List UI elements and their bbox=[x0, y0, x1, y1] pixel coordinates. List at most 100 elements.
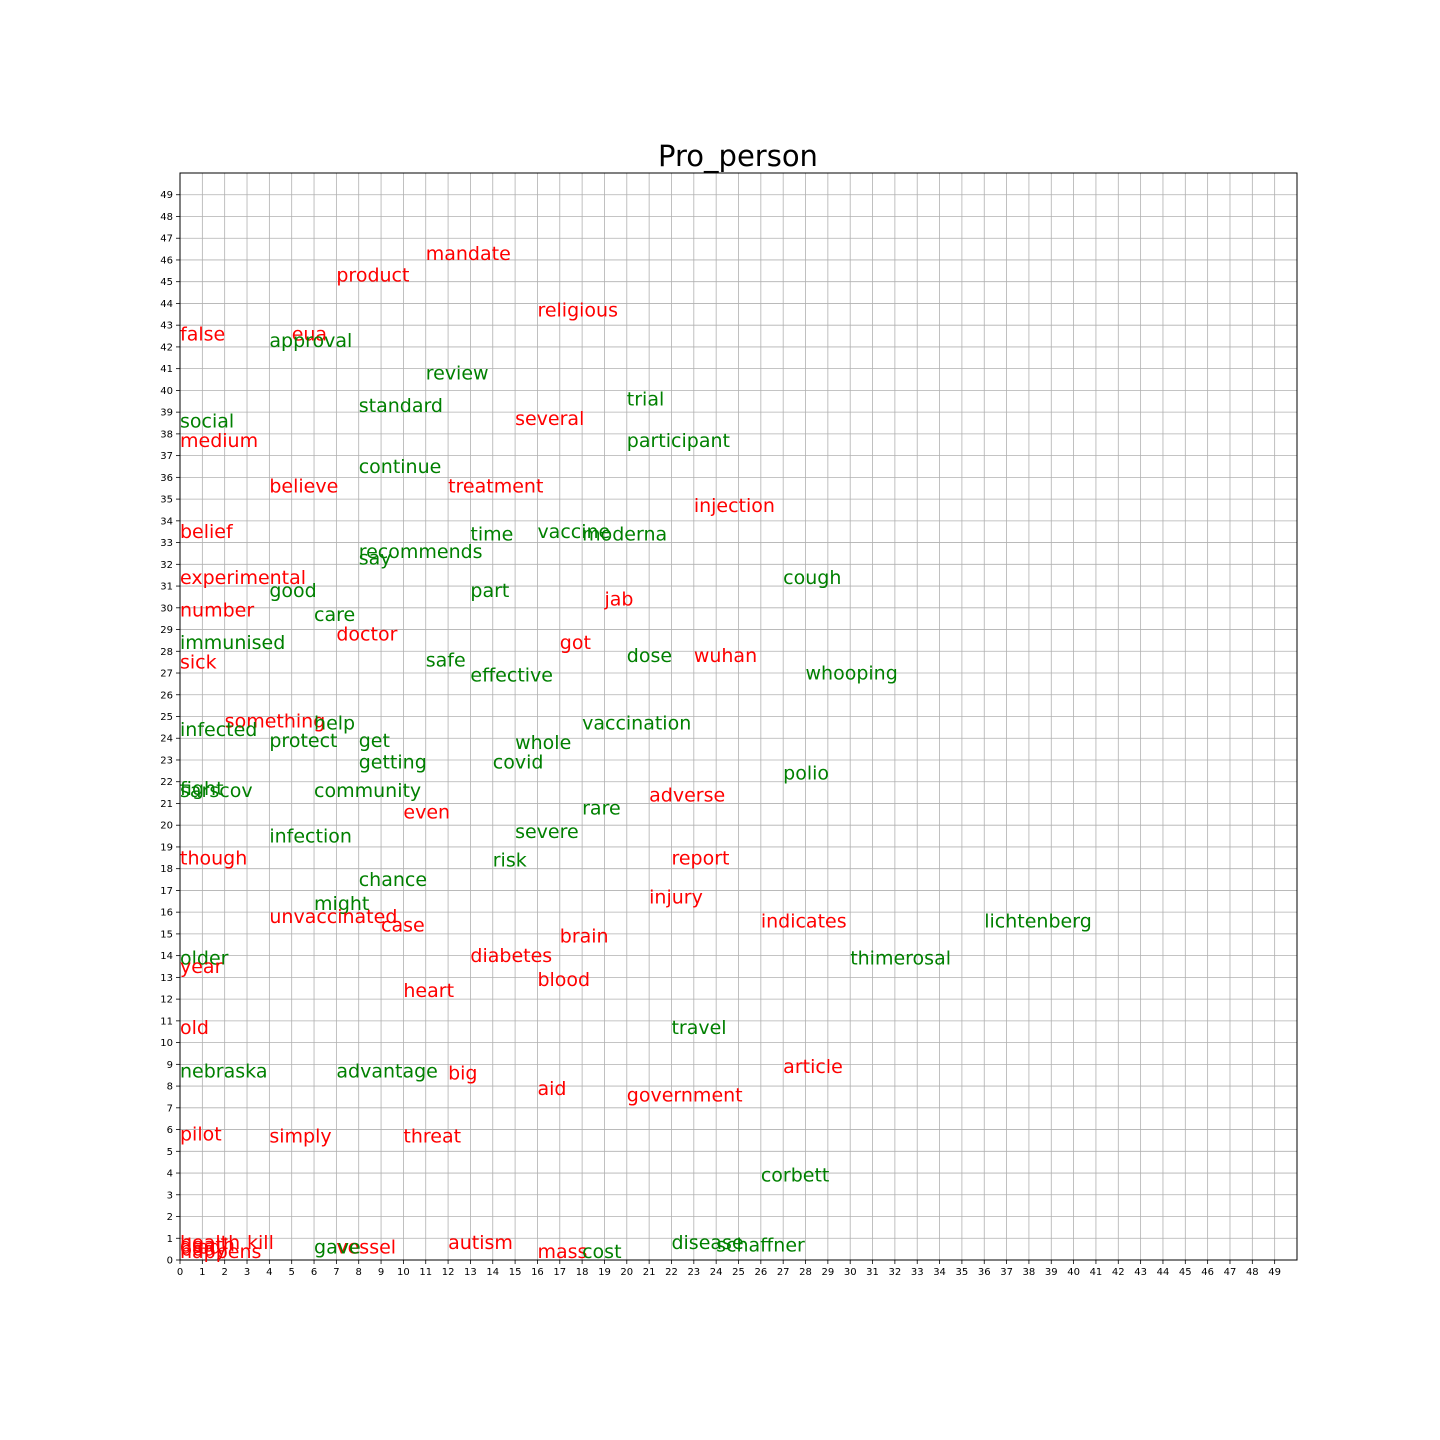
y-tick-label: 15 bbox=[160, 929, 173, 940]
word-label: review bbox=[426, 363, 489, 385]
word-label: got bbox=[560, 632, 591, 654]
y-tick-label: 2 bbox=[167, 1212, 173, 1223]
word-label: disease bbox=[671, 1232, 743, 1254]
word-label: thimerosal bbox=[850, 947, 951, 969]
word-label: mass bbox=[537, 1241, 587, 1263]
y-tick-label: 36 bbox=[160, 473, 173, 484]
y-tick-label: 6 bbox=[167, 1125, 173, 1136]
word-label: treatment bbox=[448, 476, 543, 498]
word-label: though bbox=[180, 847, 247, 869]
word-label: effective bbox=[470, 665, 553, 687]
y-tick-label: 37 bbox=[160, 451, 173, 462]
word-label: even bbox=[403, 802, 450, 824]
x-tick-label: 0 bbox=[177, 1267, 183, 1278]
word-label: product bbox=[336, 265, 409, 287]
y-tick-label: 47 bbox=[160, 234, 173, 245]
x-tick-label: 30 bbox=[844, 1267, 857, 1278]
word-label: nebraska bbox=[180, 1060, 267, 1082]
word-label: schaffner bbox=[716, 1234, 805, 1256]
word-label: immunised bbox=[180, 632, 285, 654]
y-tick-label: 17 bbox=[160, 886, 173, 897]
word-label: injury bbox=[649, 886, 703, 908]
x-tick-label: 11 bbox=[419, 1267, 432, 1278]
word-label: religious bbox=[537, 299, 618, 321]
word-label: part bbox=[470, 580, 509, 602]
y-tick-label: 0 bbox=[167, 1256, 173, 1267]
y-tick-label: 19 bbox=[160, 842, 173, 853]
word-label: protect bbox=[269, 730, 337, 752]
word-label: help bbox=[314, 713, 355, 735]
word-label: heart bbox=[403, 980, 454, 1002]
word-label: vaccine bbox=[537, 521, 610, 543]
word-label: infected bbox=[180, 719, 257, 741]
word-label: body bbox=[180, 1239, 227, 1261]
word-label: adverse bbox=[649, 784, 725, 806]
word-label: experimental bbox=[180, 567, 306, 589]
y-tick-label: 10 bbox=[160, 1038, 173, 1049]
x-tick-label: 29 bbox=[821, 1267, 834, 1278]
word-label: social bbox=[180, 410, 234, 432]
x-tick-label: 38 bbox=[1023, 1267, 1036, 1278]
word-label: fight bbox=[180, 778, 224, 800]
y-tick-label: 14 bbox=[160, 951, 173, 962]
chart-title: Pro_person bbox=[658, 139, 818, 173]
word-label: died bbox=[180, 1236, 221, 1258]
word-label: community bbox=[314, 780, 421, 802]
y-tick-label: 21 bbox=[160, 799, 173, 810]
word-label: doctor bbox=[336, 623, 397, 645]
y-tick-label: 48 bbox=[160, 212, 173, 223]
word-label: sarscov bbox=[180, 780, 253, 802]
word-label: travel bbox=[671, 1017, 726, 1039]
grid-lines bbox=[179, 173, 1297, 1261]
y-tick-label: 33 bbox=[160, 538, 173, 549]
word-label: continue bbox=[359, 456, 442, 478]
word-label: old bbox=[180, 1017, 209, 1039]
y-tick-label: 26 bbox=[160, 690, 173, 701]
y-tick-label: 39 bbox=[160, 408, 173, 419]
word-label: threat bbox=[403, 1126, 461, 1148]
y-tick-label: 46 bbox=[160, 255, 173, 266]
word-label: standard bbox=[359, 395, 443, 417]
word-label: whooping bbox=[806, 663, 898, 685]
word-label: government bbox=[627, 1084, 743, 1106]
y-tick-label: 41 bbox=[160, 364, 173, 375]
x-tick-label: 4 bbox=[266, 1267, 272, 1278]
word-label: mandate bbox=[426, 243, 511, 265]
y-tick-label: 9 bbox=[167, 1060, 173, 1071]
x-tick-label: 43 bbox=[1134, 1267, 1147, 1278]
x-tick-label: 44 bbox=[1157, 1267, 1170, 1278]
word-label: happens bbox=[180, 1241, 261, 1263]
word-label: participant bbox=[627, 430, 730, 452]
y-tick-label: 5 bbox=[167, 1147, 173, 1158]
word-label: several bbox=[515, 408, 584, 430]
word-label: getting bbox=[359, 752, 427, 774]
word-label: pilot bbox=[180, 1123, 222, 1145]
word-label: blood bbox=[537, 969, 590, 991]
word-label: report bbox=[671, 847, 729, 869]
word-label: care bbox=[314, 604, 355, 626]
x-axis: 0 1 2 3 4 5 6 7 8 9 10 11 12 13 14 15 16 17 18 19 20 21 22 23 24… bbox=[177, 1260, 1281, 1278]
y-tick-label: 23 bbox=[160, 755, 173, 766]
x-tick-label: 3 bbox=[244, 1267, 250, 1278]
y-tick-label: 27 bbox=[160, 669, 173, 680]
y-tick-label: 49 bbox=[160, 190, 173, 201]
y-tick-label: 11 bbox=[160, 1016, 173, 1027]
word-label: polio bbox=[783, 763, 829, 785]
word-label: something bbox=[225, 710, 326, 732]
x-tick-label: 25 bbox=[732, 1267, 745, 1278]
x-tick-label: 41 bbox=[1090, 1267, 1103, 1278]
y-tick-label: 38 bbox=[160, 429, 173, 440]
x-tick-label: 33 bbox=[911, 1267, 924, 1278]
x-tick-label: 23 bbox=[687, 1267, 700, 1278]
word-label: death bbox=[180, 1234, 235, 1256]
word-label: number bbox=[180, 599, 254, 621]
y-tick-label: 40 bbox=[160, 386, 173, 397]
x-tick-label: 10 bbox=[397, 1267, 410, 1278]
x-tick-label: 8 bbox=[356, 1267, 362, 1278]
word-label: aid bbox=[537, 1078, 566, 1100]
x-tick-label: 24 bbox=[710, 1267, 723, 1278]
word-label: simply bbox=[269, 1126, 331, 1148]
x-tick-label: 6 bbox=[311, 1267, 317, 1278]
x-tick-label: 42 bbox=[1112, 1267, 1125, 1278]
x-tick-label: 36 bbox=[978, 1267, 991, 1278]
